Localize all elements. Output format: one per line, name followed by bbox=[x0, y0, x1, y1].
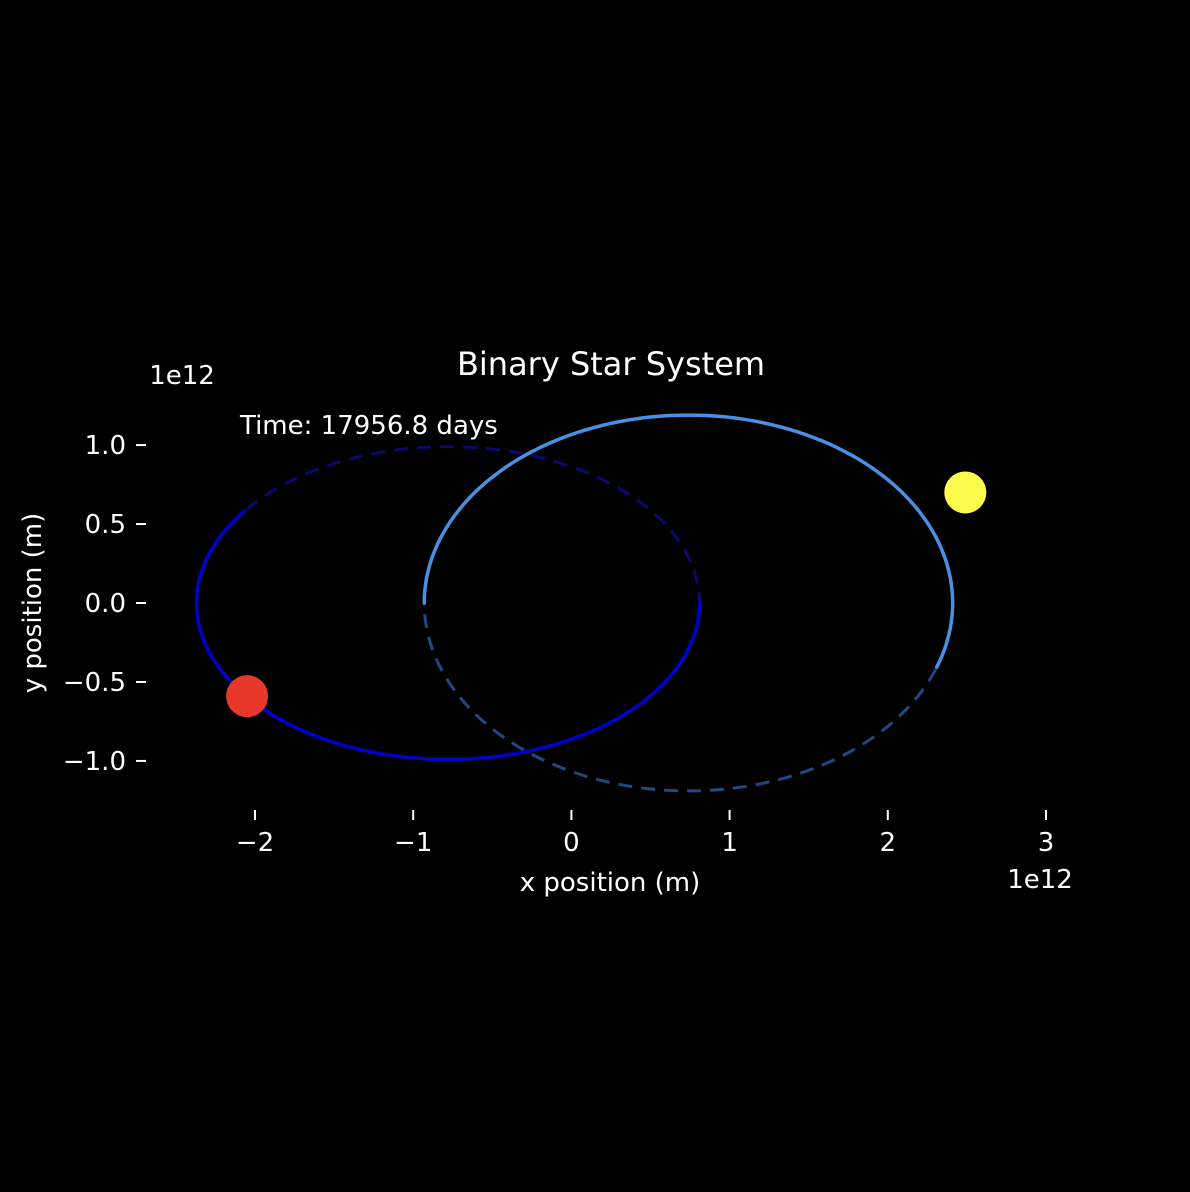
x-tick-label: 3 bbox=[1038, 828, 1055, 858]
x-tick-label: 2 bbox=[880, 828, 897, 858]
x-tick-label: −1 bbox=[394, 828, 432, 858]
x-offset-label: 1e12 bbox=[1007, 865, 1073, 895]
x-tick-label: 0 bbox=[563, 828, 580, 858]
time-annotation: Time: 17956.8 days bbox=[239, 411, 498, 441]
orbit-2-trail bbox=[422, 413, 955, 670]
orbit-1-trail bbox=[194, 509, 702, 762]
x-tick-label: −2 bbox=[236, 828, 274, 858]
y-tick-label: −0.5 bbox=[63, 668, 126, 698]
y-tick-label: 0.0 bbox=[85, 589, 126, 619]
chart-title: Binary Star System bbox=[457, 345, 765, 383]
y-tick-label: 1.0 bbox=[85, 431, 126, 461]
x-axis-ticks: −2 −1 0 1 2 3 bbox=[236, 810, 1054, 858]
y-axis-ticks: −1.0 −0.5 0.0 0.5 1.0 bbox=[63, 431, 146, 777]
x-axis-label: x position (m) bbox=[520, 868, 701, 898]
y-axis-label: y position (m) bbox=[18, 513, 48, 694]
y-offset-label: 1e12 bbox=[149, 361, 215, 391]
star-layer bbox=[226, 471, 987, 718]
star-1 bbox=[226, 675, 269, 718]
y-tick-label: 0.5 bbox=[85, 510, 126, 540]
orbit-layer bbox=[194, 413, 955, 793]
star-2 bbox=[944, 471, 987, 514]
x-tick-label: 1 bbox=[721, 828, 738, 858]
y-tick-label: −1.0 bbox=[63, 747, 126, 777]
